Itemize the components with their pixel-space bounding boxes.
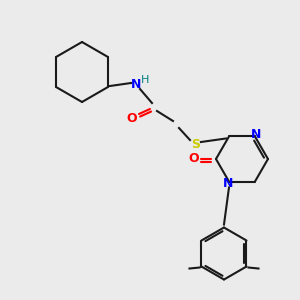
Text: S: S xyxy=(191,139,200,152)
Text: N: N xyxy=(223,177,233,190)
Text: O: O xyxy=(127,112,137,125)
Text: H: H xyxy=(141,75,149,85)
Text: N: N xyxy=(131,79,141,92)
Text: O: O xyxy=(189,152,199,166)
Text: N: N xyxy=(251,128,261,141)
